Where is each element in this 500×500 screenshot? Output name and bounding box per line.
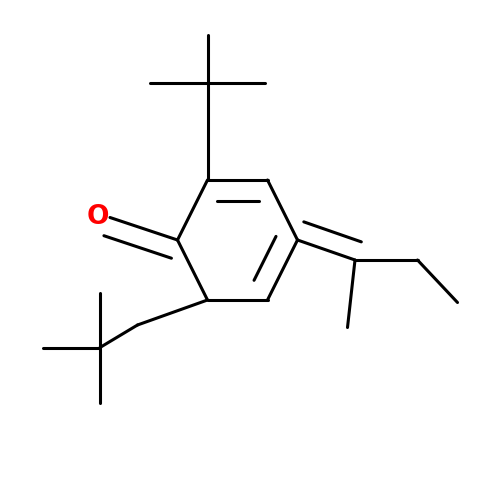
Text: O: O: [86, 204, 109, 231]
